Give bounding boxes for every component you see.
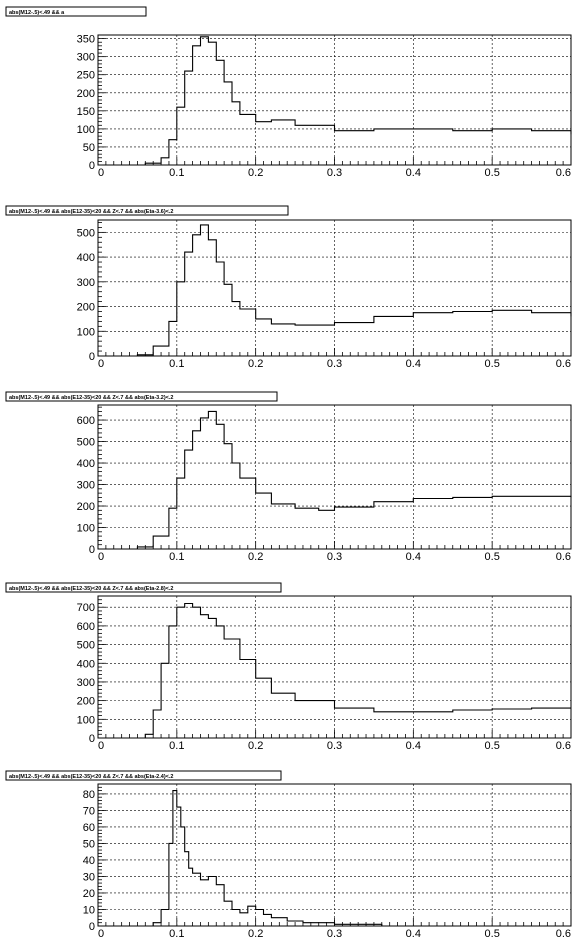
y-tick-label: 300	[77, 677, 95, 689]
y-tick-label: 600	[77, 415, 95, 427]
y-tick-label: 0	[89, 351, 95, 363]
panel-title-box	[5, 582, 282, 593]
x-tick-label: 0.1	[169, 358, 184, 370]
y-tick-label: 0	[89, 921, 95, 933]
x-tick-label: 0.3	[327, 928, 342, 940]
histogram-panel-1: abs(M12-.5)<.49 && a 0 50 100 150 200 250 300 35…	[5, 6, 572, 179]
y-tick-label: 300	[77, 480, 95, 492]
x-tick-label: 0	[98, 740, 104, 752]
y-tick-label: 20	[83, 888, 95, 900]
x-tick-label: 0.5	[485, 740, 500, 752]
y-tick-label: 200	[77, 302, 95, 314]
y-tick-label: 150	[77, 106, 95, 118]
x-tick-label: 0.1	[169, 740, 184, 752]
x-tick-label: 0.4	[406, 167, 421, 179]
x-tick-label: 0.2	[248, 358, 263, 370]
histogram-panel-5: abs(M12-.5)<.49 && abs(E12-35)<20 && Z<.…	[5, 770, 572, 940]
x-tick-label: 0.6	[556, 167, 571, 179]
x-tick-label: 0.3	[327, 740, 342, 752]
y-tick-label: 100	[77, 714, 95, 726]
x-tick-label: 0.3	[327, 358, 342, 370]
y-tick-label: 10	[83, 904, 95, 916]
y-tick-label: 0	[89, 733, 95, 745]
y-tick-label: 500	[77, 227, 95, 239]
x-tick-label: 0.3	[327, 551, 342, 563]
y-tick-label: 200	[77, 501, 95, 513]
x-tick-label: 0.4	[406, 358, 421, 370]
x-tick-label: 0.5	[485, 928, 500, 940]
panel-title: abs(M12-.5)<.49 && abs(E12-35)<20 && Z<.…	[9, 774, 173, 780]
y-tick-label: 70	[83, 805, 95, 817]
x-tick-label: 0.1	[169, 551, 184, 563]
x-tick-label: 0.3	[327, 167, 342, 179]
histogram-series	[145, 790, 414, 927]
panel-title-box	[5, 6, 147, 17]
y-tick-label: 80	[83, 789, 95, 801]
y-tick-label: 600	[77, 621, 95, 633]
x-tick-label: 0.6	[556, 740, 571, 752]
y-tick-label: 700	[77, 602, 95, 614]
y-tick-label: 300	[77, 52, 95, 64]
histogram-panel-4: abs(M12-.5)<.49 && abs(E12-35)<20 && Z<.…	[5, 582, 572, 752]
y-tick-label: 50	[83, 142, 95, 154]
x-tick-label: 0.6	[556, 928, 571, 940]
y-tick-label: 500	[77, 640, 95, 652]
x-tick-label: 0.5	[485, 167, 500, 179]
x-tick-label: 0.2	[248, 167, 263, 179]
y-tick-label: 200	[77, 88, 95, 100]
y-tick-label: 100	[77, 523, 95, 535]
y-tick-label: 50	[83, 838, 95, 850]
histogram-series	[121, 224, 572, 357]
panel-title-box	[5, 770, 282, 781]
histogram-series	[129, 36, 572, 166]
panel-title: abs(M12-.5)<.49 && abs(E12-35)<20 && Z<.…	[9, 209, 173, 215]
x-tick-label: 0.6	[556, 358, 571, 370]
y-tick-label: 250	[77, 70, 95, 82]
y-tick-label: 100	[77, 124, 95, 136]
y-tick-label: 300	[77, 277, 95, 289]
y-tick-label: 400	[77, 252, 95, 264]
x-tick-label: 0	[98, 551, 104, 563]
y-tick-label: 0	[89, 160, 95, 172]
histogram-panel-3: abs(M12-.5)<.49 && abs(E12-35)<20 && Z<.…	[5, 391, 572, 563]
panel-title-box	[5, 205, 289, 216]
x-tick-label: 0.1	[169, 167, 184, 179]
histogram-series	[129, 602, 571, 739]
y-tick-label: 400	[77, 658, 95, 670]
panel-title: abs(M12-.5)<.49 && a	[9, 10, 65, 16]
x-tick-label: 0.5	[485, 551, 500, 563]
panel-title: abs(M12-.5)<.49 && abs(E12-35)<20 && Z<.…	[9, 586, 173, 592]
y-tick-label: 350	[77, 34, 95, 46]
x-tick-label: 0.2	[248, 740, 263, 752]
x-tick-label: 0.4	[406, 551, 421, 563]
x-tick-label: 0.4	[406, 740, 421, 752]
y-tick-label: 200	[77, 696, 95, 708]
y-tick-label: 100	[77, 326, 95, 338]
x-tick-label: 0.2	[248, 928, 263, 940]
x-tick-label: 0	[98, 167, 104, 179]
y-tick-label: 60	[83, 822, 95, 834]
x-tick-label: 0	[98, 358, 104, 370]
histogram-series	[121, 410, 572, 550]
panel-title-box	[5, 391, 278, 402]
x-tick-label: 0.6	[556, 551, 571, 563]
y-tick-label: 30	[83, 871, 95, 883]
y-tick-label: 0	[89, 544, 95, 556]
panel-title: abs(M12-.5)<.49 && abs(E12-35)<20 && Z<.…	[9, 395, 173, 401]
x-tick-label: 0.5	[485, 358, 500, 370]
x-tick-label: 0.4	[406, 928, 421, 940]
x-tick-label: 0.1	[169, 928, 184, 940]
y-tick-label: 500	[77, 437, 95, 449]
y-tick-label: 400	[77, 458, 95, 470]
x-tick-label: 0	[98, 928, 104, 940]
y-tick-label: 40	[83, 855, 95, 867]
x-tick-label: 0.2	[248, 551, 263, 563]
histogram-panel-2: abs(M12-.5)<.49 && abs(E12-35)<20 && Z<.…	[5, 205, 572, 370]
